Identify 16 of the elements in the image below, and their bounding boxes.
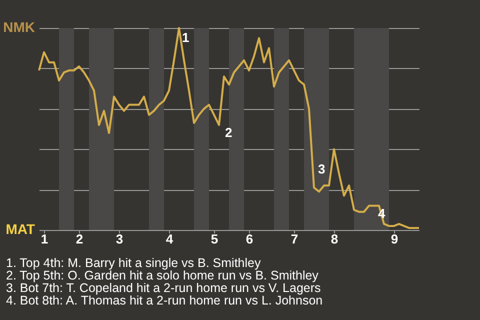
text: 2. Top 5th: O. Garden hit a solo home run vs B. Smithley (6, 268, 320, 283)
text: NMK (3, 19, 35, 35)
x-tick-label: 1 (40, 232, 48, 246)
x-tick-label: 7 (290, 232, 298, 246)
annotation: 1 (182, 30, 190, 45)
text: 1. Top 4th: M. Barry hit a single vs B. Smithley (6, 256, 262, 270)
x-tick-label: 6 (246, 232, 254, 246)
x-tick-label: 2 (76, 232, 84, 246)
text: MAT (6, 221, 36, 237)
x-tick-label: 8 (330, 232, 338, 246)
annotation: 2 (225, 124, 232, 140)
x-tick-label: 4 (166, 232, 174, 246)
annotation: 3 (318, 162, 326, 177)
x-tick-label: 3 (116, 232, 124, 246)
x-tick-label: 5 (210, 232, 218, 246)
x-tick-label: 9 (390, 232, 398, 246)
